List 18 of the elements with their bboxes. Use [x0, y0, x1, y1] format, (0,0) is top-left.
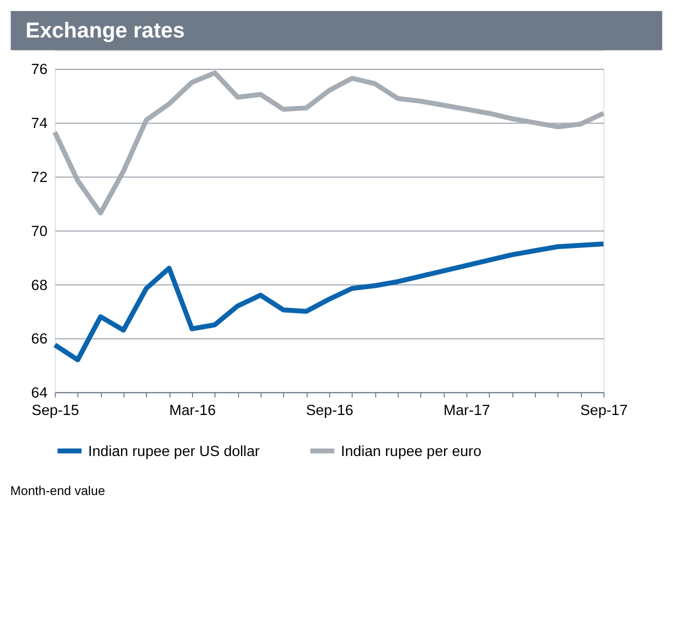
y-tick-label: 68 [31, 278, 48, 294]
y-tick-label: 70 [31, 224, 48, 240]
y-tick-label: 66 [31, 332, 48, 348]
x-tick-label: Sep-15 [32, 403, 80, 420]
text: Month-end value [10, 482, 106, 498]
x-tick-label: Mar-16 [169, 403, 216, 420]
legend-label: Indian rupee per euro [340, 444, 482, 460]
legend-label: Indian rupee per US dollar [88, 444, 260, 460]
y-tick-label: 74 [31, 116, 48, 132]
y-tick-label: 64 [31, 386, 48, 402]
x-tick-label: Sep-16 [306, 403, 354, 420]
x-tick-label: Mar-17 [444, 403, 490, 420]
line-series [52, 242, 606, 362]
chart-title: Exchange rates [25, 18, 185, 43]
x-tick-label: Sep-17 [580, 403, 628, 420]
line-series [52, 70, 606, 216]
y-tick-label: 72 [31, 170, 48, 186]
y-tick-label: 76 [31, 62, 48, 78]
